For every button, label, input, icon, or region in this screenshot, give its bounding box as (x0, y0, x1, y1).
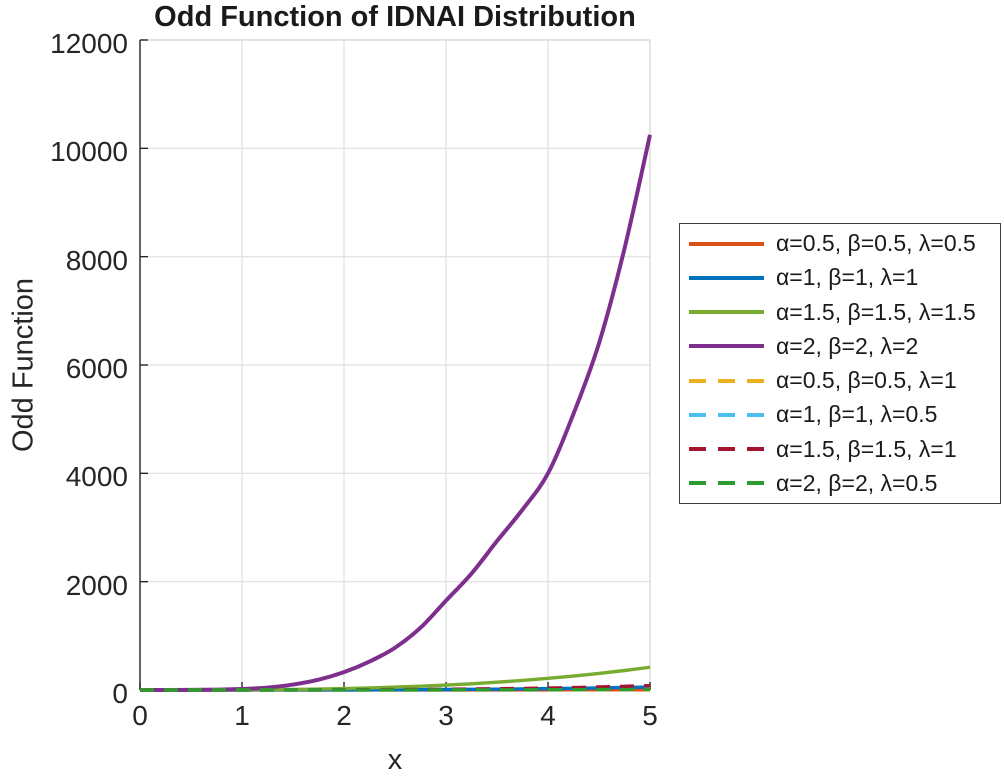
x-tick-label: 3 (438, 700, 454, 731)
x-tick-label: 1 (234, 700, 250, 731)
x-tick-label: 0 (132, 700, 148, 731)
y-tick-label: 12000 (50, 28, 128, 59)
y-tick-label: 8000 (65, 244, 128, 276)
legend-dashed-line-sample (689, 412, 764, 417)
legend-item: α=0.5, β=0.5, λ=0.5 (680, 227, 1000, 260)
legend-item-label: α=2, β=2, λ=0.5 (776, 469, 938, 496)
legend-dashed-line-sample (689, 481, 764, 486)
legend-item-label: α=2, β=2, λ=2 (776, 332, 919, 359)
legend-solid-line-sample (689, 310, 764, 315)
y-tick-label: 10000 (50, 136, 128, 168)
legend-item: α=1.5, β=1.5, λ=1.5 (680, 296, 1000, 329)
legend-item-label: α=0.5, β=0.5, λ=0.5 (776, 230, 976, 257)
legend-item-label: α=0.5, β=0.5, λ=1 (776, 367, 957, 394)
legend-item: α=2, β=2, λ=2 (680, 330, 1000, 363)
legend-item: α=1.5, β=1.5, λ=1 (680, 433, 1000, 466)
series-line-8 (139, 687, 651, 692)
y-tick-label: 4000 (65, 461, 128, 493)
legend-item-label: α=1.5, β=1.5, λ=1.5 (776, 298, 976, 325)
x-tick-label: 5 (642, 700, 658, 731)
legend-solid-line-sample (689, 241, 764, 246)
legend-item: α=1, β=1, λ=0.5 (680, 398, 1000, 431)
y-tick-label: 0 (112, 678, 128, 709)
x-tick-label: 2 (336, 700, 352, 731)
legend-item-label: α=1, β=1, λ=1 (776, 264, 919, 291)
legend-item-label: α=1.5, β=1.5, λ=1 (776, 435, 957, 462)
legend-item: α=1, β=1, λ=1 (680, 261, 1000, 294)
legend-item: α=2, β=2, λ=0.5 (680, 467, 1000, 500)
chart-title: Odd Function of IDNAI Distribution (154, 1, 636, 33)
legend-dashed-line-sample (689, 378, 764, 383)
x-tick-label: 4 (540, 700, 556, 731)
series-line-4 (139, 134, 652, 692)
legend-solid-line-sample (689, 344, 764, 349)
y-tick-label: 2000 (65, 569, 128, 601)
legend-dashed-line-sample (689, 447, 764, 452)
legend-item: α=0.5, β=0.5, λ=1 (680, 364, 1000, 397)
legend-solid-line-sample (689, 275, 764, 280)
legend: α=0.5, β=0.5, λ=0.5 α=1, β=1, λ=1 α=1.5, β… (679, 223, 1001, 504)
legend-item-label: α=1, β=1, λ=0.5 (776, 401, 938, 428)
y-tick-label: 6000 (65, 353, 128, 384)
x-axis-label: x (387, 744, 403, 776)
